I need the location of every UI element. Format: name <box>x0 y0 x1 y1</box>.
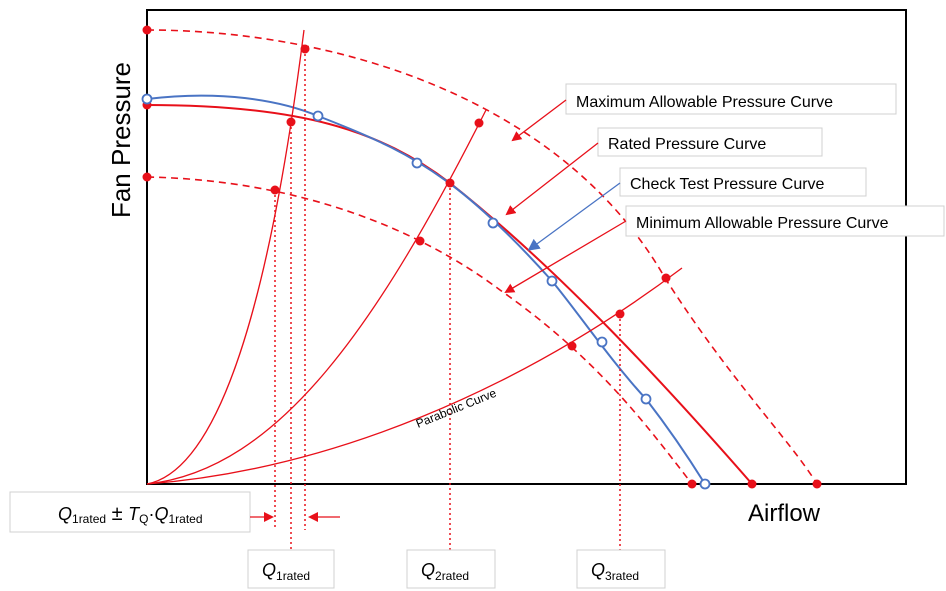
check-point-6 <box>596 336 608 348</box>
parabolic-curve-3 <box>146 267 683 485</box>
parabolic-curve-2 <box>146 109 487 485</box>
max-curve-start-point <box>142 25 152 35</box>
rated-curve-label: Rated Pressure Curve <box>608 136 766 153</box>
check-curve-label: Check Test Pressure Curve <box>630 176 825 193</box>
check-point-3 <box>411 157 423 169</box>
q3-max-point <box>661 273 671 283</box>
check-callout-arrow <box>527 182 621 251</box>
q3-rated-point <box>615 309 625 319</box>
plot-frame <box>146 9 907 485</box>
check-point-1 <box>141 93 153 105</box>
callout-boxes <box>565 83 945 237</box>
q1-rated-point <box>286 117 296 127</box>
q2-max-point <box>474 118 484 128</box>
check-point-5 <box>546 275 558 287</box>
check-point-7 <box>640 393 652 405</box>
q1-rated-box <box>247 549 335 589</box>
check-point-4 <box>487 217 499 229</box>
min-curve-start-point <box>142 172 152 182</box>
minimum-curve-label: Minimum Allowable Pressure Curve <box>636 215 889 232</box>
blue-points <box>141 93 711 490</box>
q1-min-point <box>270 185 280 195</box>
q2-rated-point <box>445 178 455 188</box>
parabolic-curve-1 <box>146 29 305 485</box>
minimum-callout-arrow <box>504 220 627 294</box>
maximum-callout-arrow <box>511 99 567 142</box>
q3-min-point <box>567 341 577 351</box>
rated-curve-end-point <box>747 479 757 489</box>
y-axis-label: Fan Pressure <box>106 62 136 218</box>
parabolic-curve-label: Parabolic Curve <box>414 386 499 431</box>
maximum-pressure-curve <box>146 29 818 485</box>
check-point-8 <box>699 478 711 490</box>
rated-callout-arrow <box>505 142 599 216</box>
q2-rated-box <box>406 549 496 589</box>
red-points <box>142 25 822 489</box>
q2-rated-label: Q2rated <box>421 560 469 583</box>
tolerance-label: Q1rated ± TQ·Q1rated <box>58 503 203 526</box>
q1-max-point <box>300 44 310 54</box>
q3-rated-box <box>576 549 666 589</box>
min-curve-end-point <box>687 479 697 489</box>
check-point-2 <box>312 110 324 122</box>
q1-rated-label: Q1rated <box>262 560 310 583</box>
q3-rated-label: Q3rated <box>591 560 639 583</box>
x-axis-label: Airflow <box>748 500 821 527</box>
max-curve-end-point <box>812 479 822 489</box>
tolerance-label-box <box>9 491 251 533</box>
maximum-curve-label: Maximum Allowable Pressure Curve <box>576 94 833 111</box>
q2-min-point <box>415 236 425 246</box>
